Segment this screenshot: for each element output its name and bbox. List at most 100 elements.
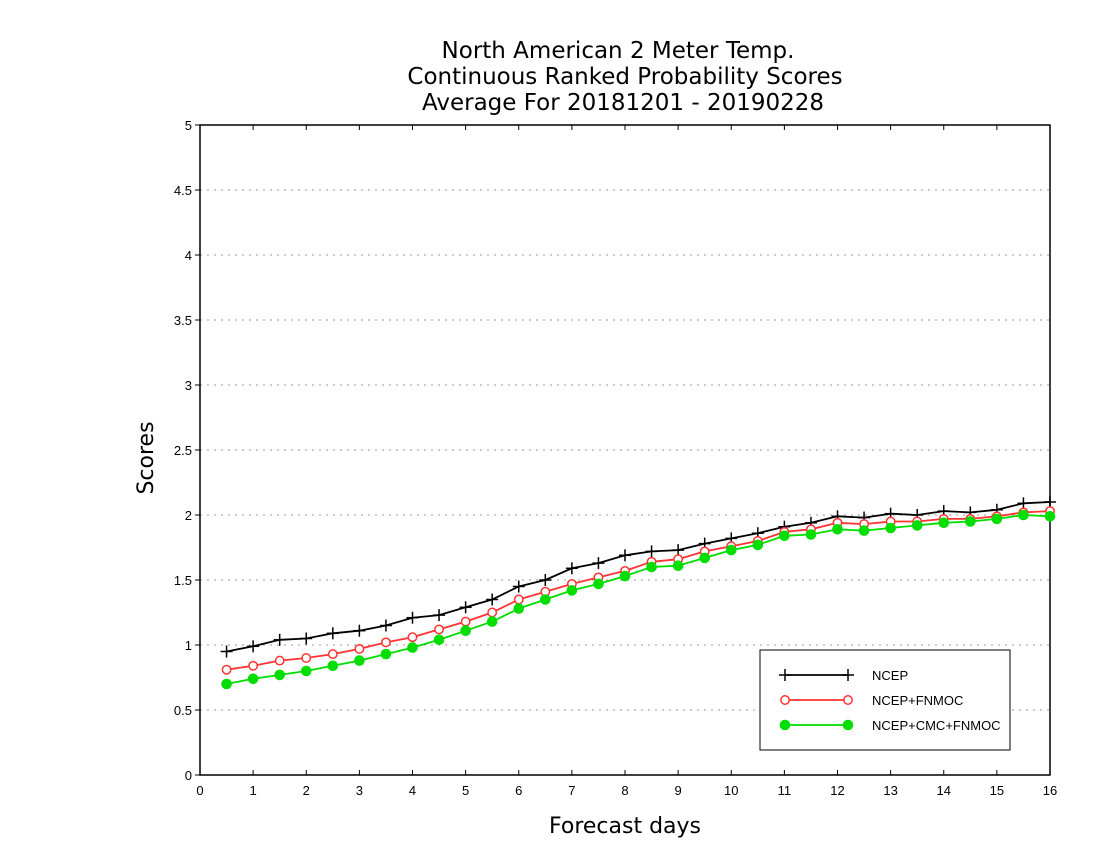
data-point-ncep-cmc-fnmoc — [991, 513, 1003, 525]
data-series — [220, 496, 1056, 690]
x-tick-label: 1 — [250, 783, 257, 798]
data-point-ncep — [512, 580, 525, 593]
x-tick-label: 5 — [462, 783, 469, 798]
data-point-ncep-cmc-fnmoc — [911, 520, 923, 531]
data-point-ncep — [459, 601, 472, 614]
data-point-ncep — [1017, 497, 1030, 510]
data-point-ncep — [592, 557, 605, 570]
x-tick-label: 16 — [1043, 783, 1057, 798]
data-point-ncep-cmc-fnmoc — [433, 634, 445, 646]
data-point-ncep — [353, 624, 366, 637]
data-point-ncep-cmc-fnmoc — [752, 539, 764, 551]
data-point-ncep-cmc-fnmoc — [832, 524, 843, 535]
x-tick-label: 3 — [356, 783, 363, 798]
data-point-ncep-cmc-fnmoc — [247, 673, 259, 685]
x-tick-label: 14 — [937, 783, 951, 798]
data-point-ncep-cmc-fnmoc — [486, 616, 498, 627]
x-tick-label: 0 — [196, 783, 203, 798]
x-tick-label: 4 — [409, 783, 416, 798]
data-point-ncep-fnmoc — [380, 637, 391, 648]
legend-entry-ncep-cmc-fnmoc: NCEP+CMC+FNMOC — [779, 718, 1001, 733]
data-point-ncep-cmc-fnmoc — [593, 578, 604, 590]
x-tick-label: 15 — [990, 783, 1004, 798]
legend-label: NCEP+FNMOC — [872, 693, 963, 708]
axis-ticks: 00.511.522.533.544.550 1 2 3 4 5 6 7 8 9 10 11 12 13 1… — [174, 118, 1057, 798]
data-point-ncep — [539, 574, 552, 586]
chart-title-line-3: Average For 20181201 - 20190228 — [422, 90, 824, 116]
x-tick-label: 8 — [621, 783, 628, 798]
series-ncep-fnmoc — [221, 506, 1055, 675]
series-line-ncep-fnmoc — [226, 510, 1051, 671]
data-point-ncep-cmc-fnmoc — [540, 594, 551, 605]
data-point-ncep-cmc-fnmoc — [805, 529, 817, 540]
chart-title-line-2: Continuous Ranked Probability Scores — [407, 64, 842, 90]
legend-marker — [843, 695, 853, 705]
y-tick-label: 2 — [185, 508, 192, 523]
data-point-ncep-cmc-fnmoc — [1018, 509, 1029, 521]
x-tick-label: 2 — [303, 783, 310, 798]
data-point-ncep-cmc-fnmoc — [300, 665, 312, 677]
x-tick-label: 11 — [778, 783, 792, 798]
legend-label: NCEP — [872, 668, 908, 683]
data-point-ncep-cmc-fnmoc — [619, 570, 631, 582]
data-point-ncep — [565, 562, 578, 575]
legend-entry-ncep-fnmoc: NCEP+FNMOC — [780, 693, 963, 708]
data-point-ncep-cmc-fnmoc — [725, 544, 737, 556]
data-point-ncep-cmc-fnmoc — [779, 530, 790, 542]
data-point-ncep-cmc-fnmoc — [380, 648, 392, 660]
data-point-ncep-cmc-fnmoc — [672, 560, 684, 572]
data-point-ncep-cmc-fnmoc — [221, 678, 232, 690]
y-tick-label: 5 — [185, 118, 192, 133]
data-point-ncep-cmc-fnmoc — [354, 655, 365, 666]
data-point-ncep-cmc-fnmoc — [274, 669, 285, 681]
y-tick-label: 1 — [185, 638, 192, 653]
data-point-ncep-cmc-fnmoc — [858, 525, 870, 536]
y-tick-label: 2.5 — [174, 443, 192, 458]
y-gridlines — [200, 189, 1050, 711]
data-point-ncep-fnmoc — [434, 624, 445, 635]
y-tick-label: 0.5 — [174, 703, 192, 718]
data-point-ncep — [645, 545, 658, 558]
y-tick-label: 1.5 — [174, 573, 192, 588]
data-point-ncep-fnmoc — [487, 607, 498, 618]
legend-marker — [842, 719, 854, 731]
x-tick-label: 9 — [675, 783, 682, 798]
y-tick-label: 4 — [185, 248, 192, 263]
data-point-ncep — [326, 627, 339, 640]
data-point-ncep-fnmoc — [248, 660, 259, 671]
legend-marker — [779, 719, 791, 731]
x-tick-label: 6 — [515, 783, 522, 798]
data-point-ncep — [1044, 496, 1056, 508]
legend-marker — [779, 669, 791, 681]
data-point-ncep-fnmoc — [354, 643, 365, 654]
series-ncep — [220, 496, 1056, 658]
data-point-ncep-cmc-fnmoc — [646, 561, 657, 573]
data-point-ncep — [406, 611, 419, 624]
data-point-ncep — [379, 619, 392, 632]
data-point-ncep-cmc-fnmoc — [327, 660, 339, 672]
legend-marker — [842, 669, 854, 681]
chart-title-line-1: North American 2 Meter Temp. — [442, 38, 795, 64]
data-point-ncep — [619, 549, 631, 562]
data-point-ncep-cmc-fnmoc — [885, 522, 896, 534]
data-point-ncep — [486, 593, 499, 606]
data-point-ncep — [672, 544, 685, 557]
data-point-ncep — [220, 645, 233, 658]
data-point-ncep-fnmoc — [274, 655, 285, 666]
data-point-ncep-cmc-fnmoc — [965, 516, 976, 527]
data-point-ncep-fnmoc — [221, 664, 232, 675]
legend-label: NCEP+CMC+FNMOC — [872, 718, 1001, 733]
data-point-ncep — [300, 632, 313, 645]
x-tick-label: 13 — [883, 783, 897, 798]
data-point-ncep-fnmoc — [301, 653, 312, 663]
data-point-ncep — [273, 633, 286, 646]
data-point-ncep-cmc-fnmoc — [407, 642, 418, 653]
x-tick-label: 7 — [568, 783, 575, 798]
data-point-ncep-cmc-fnmoc — [513, 603, 525, 614]
data-point-ncep-fnmoc — [407, 632, 418, 643]
data-point-ncep-cmc-fnmoc — [460, 625, 471, 637]
series-ncep-cmc-fnmoc — [221, 509, 1056, 690]
data-point-ncep-cmc-fnmoc — [699, 552, 710, 564]
data-point-ncep — [247, 640, 260, 653]
